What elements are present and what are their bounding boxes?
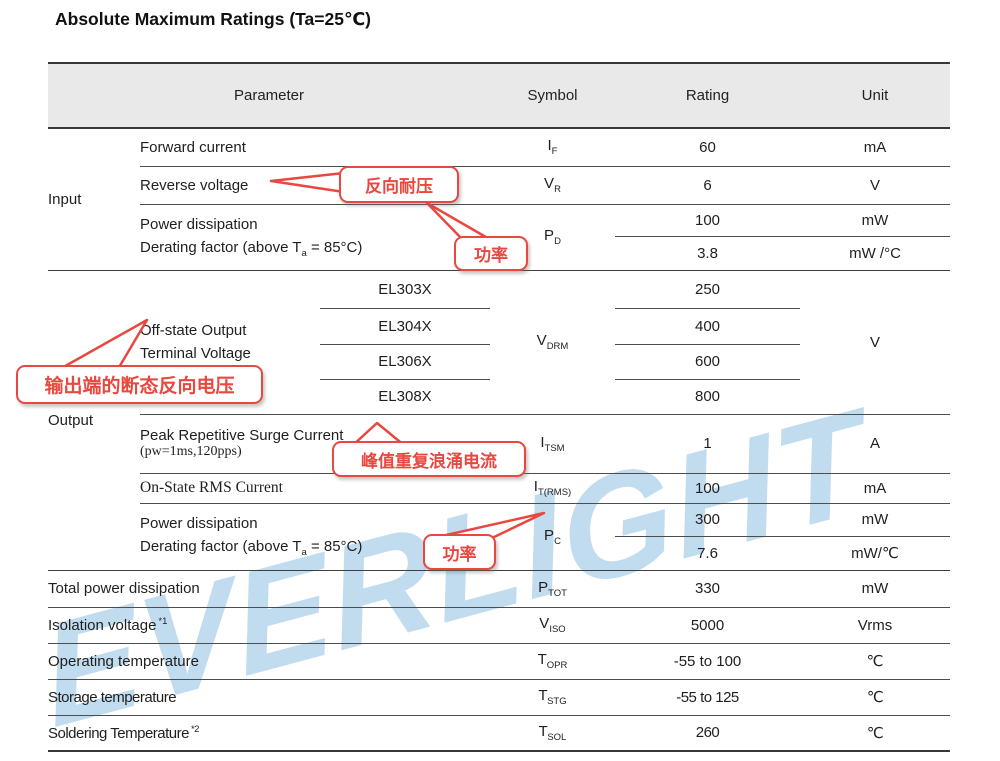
table-row: Isolation voltage *1 VISO 5000 Vrms [48,607,950,644]
unit-operating-temp: ℃ [800,643,950,680]
surge-callout: 峰值重复浪涌电流 [332,441,526,477]
table-row: Storage temperature TSTG -55 to 125 ℃ [48,679,950,716]
header-rating: Rating [615,63,800,129]
unit-soldering-temp: ℃ [800,715,950,752]
symbol-topr: TOPR [490,643,615,680]
table-row: On-State RMS Current IT(RMS) 100 mA [48,473,950,504]
table-row: Output Off-state Output Terminal Voltage… [48,270,950,571]
unit-reverse-voltage: V [800,166,950,205]
param-isolation-voltage: Isolation voltage *1 [48,607,490,644]
rating-surge: 1 [615,414,800,474]
rating-isolation: 5000 [615,607,800,644]
unit-input-power-1: mW [800,204,950,237]
unit-surge: A [800,414,950,474]
symbol-viso: VISO [490,607,615,644]
table-row: Peak Repetitive Surge Current (pw=1ms,12… [48,414,950,474]
table-row: Input Forward current IF 60 mA [48,128,950,271]
group-label-output: Output [48,270,140,571]
symbol-tstg: TSTG [490,679,615,716]
rating-input-power-1: 100 [615,204,800,237]
rating-el304x: 400 [615,308,800,345]
header-parameter: Parameter [48,63,490,129]
rating-storage-temp: -55 to 125 [615,679,800,716]
table-row: EL306X 600 [48,344,950,380]
power-output-callout: 功率 [423,534,496,570]
group-label-input: Input [48,128,140,271]
rating-forward-current: 60 [615,128,800,167]
rating-input-power-2: 3.8 [615,236,800,271]
symbol-itrms: IT(RMS) [490,473,615,504]
reverse-voltage-callout: 反向耐压 [339,166,459,203]
param-operating-temp: Operating temperature [48,643,490,680]
offstate-callout: 输出端的断态反向电压 [16,365,263,404]
header-symbol: Symbol [490,63,615,129]
unit-output-power-2: mW/℃ [800,536,950,571]
unit-input-power-2: mW /°C [800,236,950,271]
param-derating-factor: Derating factor (above Ta = 85°C) [140,238,363,259]
unit-forward-current: mA [800,128,950,167]
model-el306x: EL306X [320,344,490,380]
model-el303x: EL303X [320,270,490,309]
unit-storage-temp: ℃ [800,679,950,716]
param-soldering-temp: Soldering Temperature *2 [48,715,490,752]
unit-vdrm: V [800,270,950,415]
table-row: EL308X 800 [48,379,950,415]
power-input-callout: 功率 [454,236,528,271]
rating-output-power-1: 300 [615,503,800,537]
param-input-power: Power dissipation Derating factor (above… [140,204,490,271]
model-el308x: EL308X [320,379,490,415]
param-forward-current: Forward current [140,128,490,167]
page-title: Absolute Maximum Ratings (Ta=25℃) [55,9,371,29]
symbol-ptot: PTOT [490,570,615,608]
symbol-tsol: TSOL [490,715,615,752]
table-row: Soldering Temperature *2 TSOL 260 ℃ [48,715,950,752]
symbol-pc: PC [490,503,615,571]
symbol-vr: VR [490,166,615,205]
table-row: 3.8 mW /°C [48,236,950,271]
table-header-row: Parameter Symbol Rating Unit [48,63,950,129]
rating-reverse-voltage: 6 [615,166,800,205]
table-row: Total power dissipation PTOT 330 mW [48,570,950,608]
rating-rms: 100 [615,473,800,504]
table-row: Power dissipation Derating factor (above… [48,503,950,571]
header-unit: Unit [800,63,950,129]
table-row: EL304X 400 [48,308,950,345]
unit-output-power-1: mW [800,503,950,537]
param-storage-temp: Storage temperature [48,679,490,716]
unit-total-power: mW [800,570,950,608]
rating-output-power-2: 7.6 [615,536,800,571]
unit-rms: mA [800,473,950,504]
unit-isolation: Vrms [800,607,950,644]
param-rms-current: On-State RMS Current [140,473,490,504]
rating-total-power: 330 [615,570,800,608]
rating-operating-temp: -55 to 100 [615,643,800,680]
table-row: Power dissipation Derating factor (above… [48,204,950,271]
rating-el308x: 800 [615,379,800,415]
table-row: Reverse voltage VR 6 V [48,166,950,205]
param-power-dissipation: Power dissipation [140,215,258,233]
model-el304x: EL304X [320,308,490,345]
rating-soldering-temp: 260 [615,715,800,752]
symbol-vdrm: VDRM [490,270,615,415]
rating-el306x: 600 [615,344,800,380]
param-total-power: Total power dissipation [48,570,490,608]
rating-el303x: 250 [615,270,800,309]
absolute-maximum-ratings-table: Parameter Symbol Rating Unit Input Forwa… [48,62,950,752]
symbol-if: IF [490,128,615,167]
table-row: 7.6 mW/℃ [48,536,950,571]
param-surge-current: Peak Repetitive Surge Current (pw=1ms,12… [140,414,490,474]
table-row: Operating temperature TOPR -55 to 100 ℃ [48,643,950,680]
